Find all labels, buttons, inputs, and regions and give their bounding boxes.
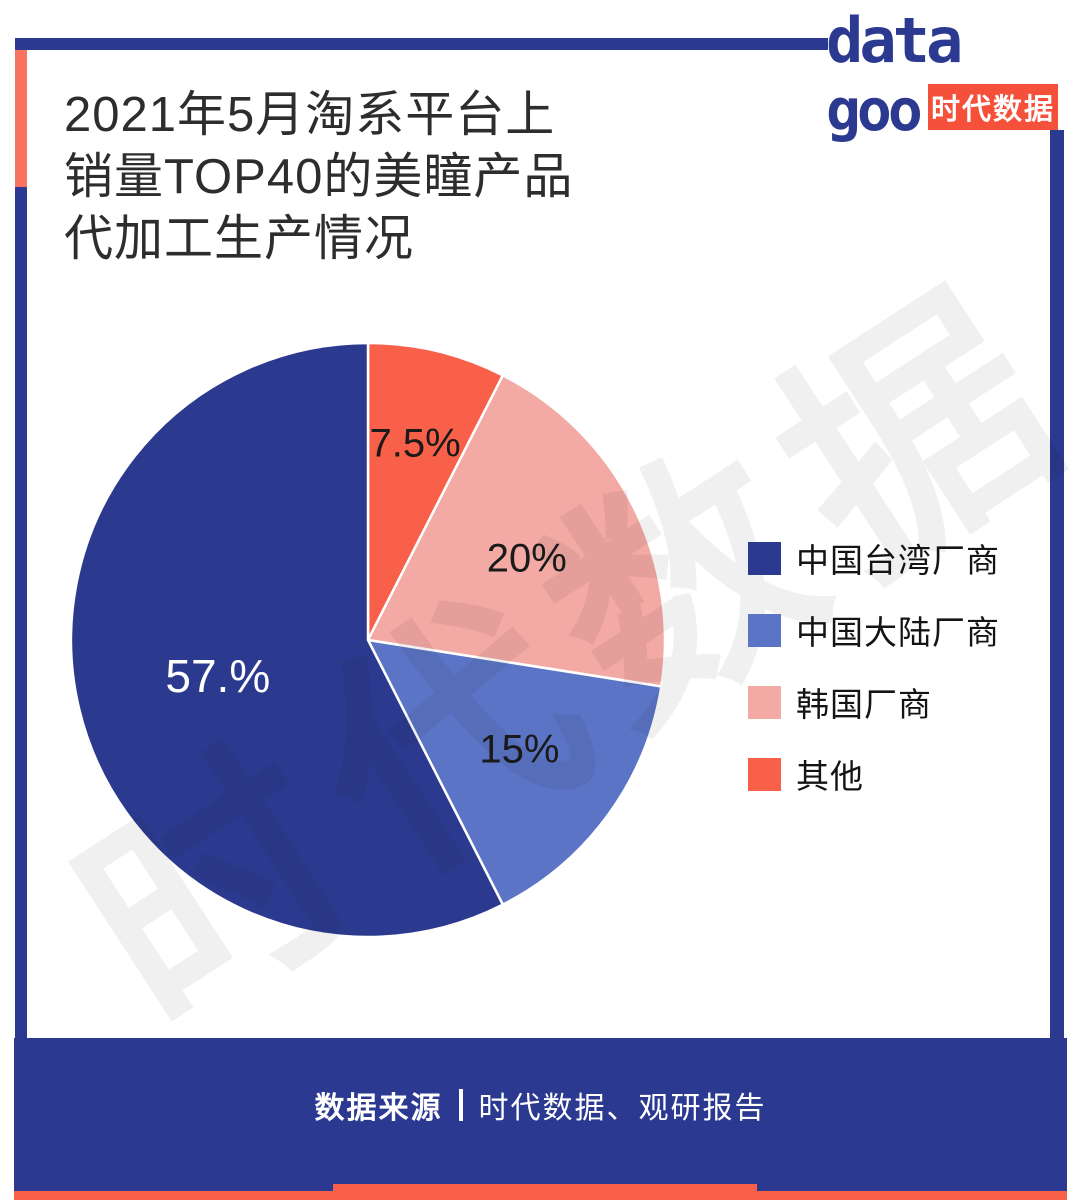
logo-word-goo: goo (826, 76, 923, 144)
left-frame-strip-navy (15, 187, 27, 1038)
legend-item-3: 其他 (748, 750, 1000, 798)
legend-label-2: 韩国厂商 (796, 686, 932, 723)
legend-label-1: 中国大陆厂商 (796, 614, 1000, 651)
legend-item-2: 韩国厂商 (748, 678, 1000, 726)
right-frame-strip-navy (1050, 130, 1064, 1038)
datagoo-logo: data goo 时代数据 (820, 0, 1070, 165)
pie-slice-2 (366, 638, 663, 906)
data-source-value: 时代数据、观研报告 (478, 1091, 767, 1125)
legend-swatch-1 (748, 613, 781, 647)
legend-swatch-0 (748, 541, 781, 575)
logo-badge: 时代数据 (928, 84, 1058, 130)
legend-swatch-2 (748, 685, 781, 719)
data-source-label: 数据来源 (314, 1091, 443, 1125)
top-frame-bar (15, 38, 828, 50)
left-frame-strip-coral (15, 50, 27, 187)
slice-label-3: 57.% (165, 650, 271, 703)
title-line-3: 代加工生产情况 (64, 212, 415, 266)
pie-slice-0 (366, 341, 505, 642)
legend-item-1: 中国大陆厂商 (748, 606, 1000, 654)
logo-word-data: data (826, 4, 963, 77)
data-source-line: 数据来源 时代数据、观研报告 (315, 1083, 767, 1127)
pie-slice-1 (366, 374, 667, 688)
divider-bar (458, 1088, 463, 1121)
page-title: 2021年5月淘系平台上 销量TOP40的美瞳产品 代加工生产情况 (64, 84, 573, 270)
title-line-1: 2021年5月淘系平台上 (64, 88, 556, 142)
pie-svg (69, 341, 667, 939)
slice-label-1: 20% (486, 536, 567, 581)
slice-label-0: 7.5% (369, 421, 461, 466)
legend-label-3: 其他 (796, 758, 864, 795)
legend-item-0: 中国台湾厂商 (748, 534, 1000, 582)
title-line-2: 销量TOP40的美瞳产品 (64, 150, 574, 204)
pie-slice-3 (69, 341, 505, 939)
pie-chart: 7.5% 20% 15% 57.% (64, 336, 672, 944)
slice-label-2: 15% (479, 727, 560, 772)
legend-swatch-3 (748, 757, 781, 791)
footer-bar: 数据来源 时代数据、观研报告 (14, 1038, 1067, 1191)
bottom-red-tab (333, 1184, 757, 1200)
legend-label-0: 中国台湾厂商 (796, 542, 1000, 579)
chart-legend: 中国台湾厂商 中国大陆厂商 韩国厂商其他 (748, 534, 1000, 822)
